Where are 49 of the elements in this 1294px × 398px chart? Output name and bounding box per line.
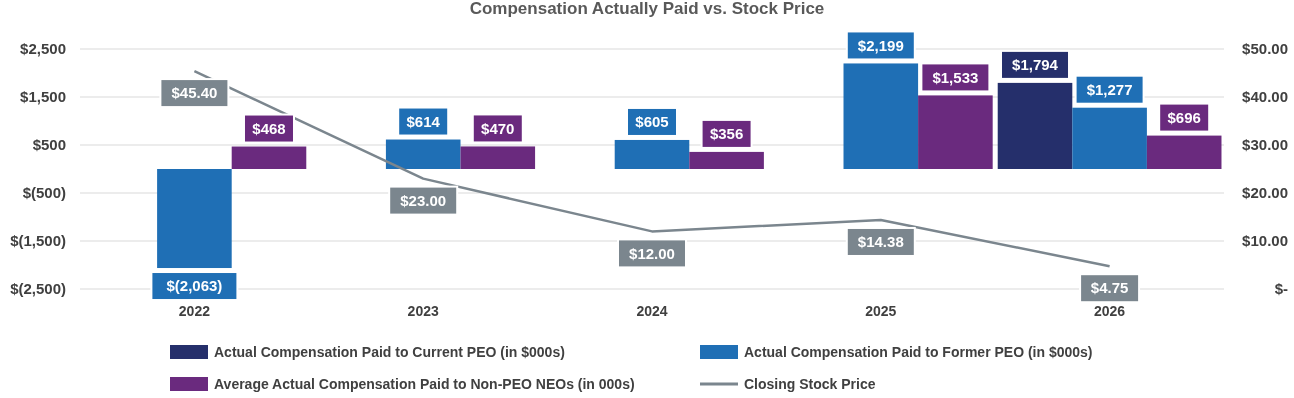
data-label: $2,199: [857, 36, 904, 54]
y2-tick-label: $20.00: [1242, 184, 1288, 202]
data-label: $4.75: [1090, 279, 1129, 297]
y2-tick-label: $30.00: [1242, 136, 1288, 154]
data-label: $1,277: [1086, 80, 1133, 98]
x-tick-label: 2022: [178, 302, 211, 319]
bar: [231, 146, 307, 169]
bar: [1072, 107, 1147, 169]
x-tick-label: 2023: [407, 302, 439, 319]
legend-label: Actual Compensation Paid to Former PEO (in $000s): [744, 343, 1093, 360]
y-tick-label: $(1,500): [10, 232, 66, 250]
data-label: $45.40: [171, 84, 218, 102]
data-label: $468: [252, 119, 286, 137]
bar: [843, 63, 919, 169]
x-tick-label: 2026: [1094, 302, 1126, 319]
bar: [614, 139, 690, 169]
y2-tick-label: $10.00: [1242, 232, 1288, 250]
data-label: $1,533: [932, 68, 979, 86]
y-tick-label: $(500): [22, 184, 66, 202]
bar: [997, 82, 1073, 169]
x-tick-label: 2025: [865, 302, 897, 319]
bar: [1146, 135, 1222, 169]
legend-label: Actual Compensation Paid to Current PEO (in $000s): [214, 343, 565, 360]
y2-tick-label: $-: [1274, 280, 1288, 298]
data-label: $605: [635, 113, 669, 131]
y-tick-label: $500: [32, 136, 66, 154]
data-label: $(2,063): [166, 277, 223, 295]
y-tick-label: $1,500: [20, 88, 66, 106]
data-label: $14.38: [857, 233, 904, 251]
data-label: $1,794: [1012, 56, 1059, 74]
bar: [460, 146, 536, 169]
chart-title: Compensation Actually Paid vs. Stock Price: [469, 0, 825, 18]
bar: [689, 151, 764, 169]
y2-tick-label: $40.00: [1242, 88, 1288, 106]
data-label: $470: [481, 119, 515, 137]
y2-tick-label: $50.00: [1242, 40, 1288, 58]
data-label: $614: [406, 112, 441, 130]
y-tick-label: $(2,500): [10, 280, 66, 298]
legend-label: Average Actual Compensation Paid to Non-PEO NEOs (in 000s): [214, 375, 635, 392]
data-label: $12.00: [629, 244, 675, 262]
y-tick-label: $2,500: [20, 40, 66, 58]
bar: [157, 169, 232, 269]
legend-label: Closing Stock Price: [744, 375, 876, 392]
data-label: $23.00: [400, 191, 447, 209]
data-label: $356: [709, 125, 744, 143]
data-label: $696: [1167, 108, 1201, 126]
x-tick-label: 2024: [636, 302, 668, 319]
bar: [918, 95, 993, 169]
bar: [385, 139, 461, 169]
